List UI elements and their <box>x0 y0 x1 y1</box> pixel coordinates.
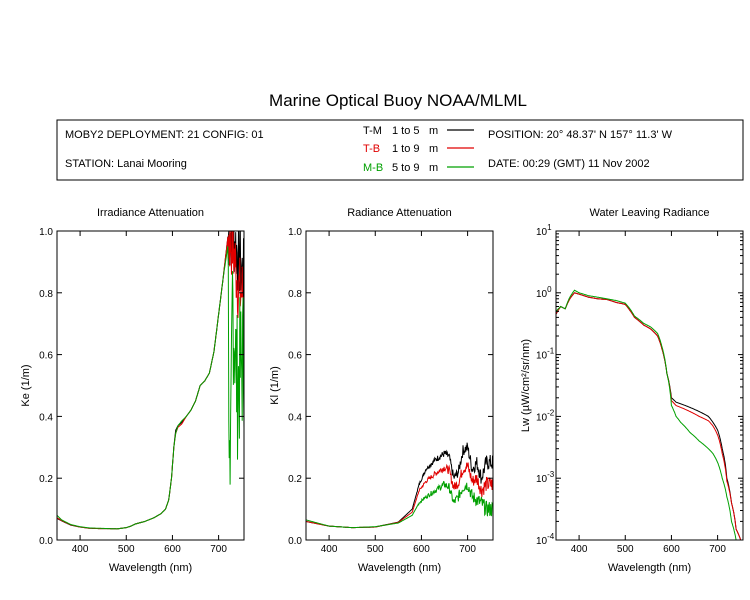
y-tick-label: 0.8 <box>39 289 53 300</box>
date-text: DATE: 00:29 (GMT) 11 Nov 2002 <box>488 158 650 170</box>
y-tick-exp: -2 <box>547 408 555 417</box>
legend-range: 1 to 9 <box>392 143 420 155</box>
plot-frame <box>555 230 744 541</box>
y-tick-base: 10 <box>536 474 548 485</box>
y-tick-label: 0.4 <box>288 412 302 423</box>
chart-panel-1: Irradiance Attenuation 400 500 600 700 Wavele… <box>20 207 245 574</box>
legend: T-M 1 to 5 m T-B 1 to 9 m M-B 5 to 9 m <box>363 125 474 174</box>
legend-range: 5 to 9 <box>392 162 420 174</box>
series-line-t-b <box>556 292 742 540</box>
series-group <box>556 289 742 540</box>
y-tick-label: 0.0 <box>288 536 302 547</box>
plot-frame <box>305 230 494 541</box>
y-tick-label: 101 <box>536 223 552 238</box>
series-line-t-b <box>57 231 244 530</box>
y-axis-label: Lw (µW/cm²/sr/nm) <box>520 339 532 432</box>
figure-title: Marine Optical Buoy NOAA/MLML <box>269 91 527 110</box>
y-tick-label: 1.0 <box>288 227 302 238</box>
series-line-t-m <box>556 292 742 540</box>
panel-title: Radiance Attenuation <box>347 207 452 219</box>
series-group <box>57 231 244 530</box>
x-tick-label: 500 <box>118 544 135 555</box>
y-tick-label: 0.2 <box>288 474 302 485</box>
legend-unit: m <box>429 162 438 174</box>
y-tick-base: 10 <box>536 289 548 300</box>
series-line-m-b <box>556 289 741 540</box>
legend-code: T-M <box>363 125 382 137</box>
legend-unit: m <box>429 125 438 137</box>
y-tick-label: 1.0 <box>39 227 53 238</box>
y-tick-exp: 0 <box>547 285 552 294</box>
y-tick-label: 10-4 <box>536 532 555 547</box>
y-tick-label: 0.0 <box>39 536 53 547</box>
y-axis-label: Kl (1/m) <box>269 366 281 405</box>
y-tick-exp: -1 <box>547 347 555 356</box>
deployment-text: MOBY2 DEPLOYMENT: 21 CONFIG: 01 <box>65 129 264 141</box>
panel-title: Water Leaving Radiance <box>589 207 709 219</box>
y-tick-exp: -3 <box>547 470 555 479</box>
legend-range: 1 to 5 <box>392 125 420 137</box>
chart-panel-3: Water Leaving Radiance 400 500 600 700 Wavele… <box>520 207 744 574</box>
x-tick-label: 700 <box>459 544 476 555</box>
panel-title: Irradiance Attenuation <box>97 207 204 219</box>
x-tick-label: 500 <box>617 544 634 555</box>
plot-frame <box>56 230 245 541</box>
x-axis-label: Wavelength (nm) <box>109 562 192 574</box>
legend-code: M-B <box>363 162 383 174</box>
y-tick-label: 100 <box>536 285 552 300</box>
x-tick-label: 600 <box>413 544 430 555</box>
x-axis-label: Wavelength (nm) <box>608 562 691 574</box>
x-tick-label: 600 <box>164 544 181 555</box>
station-text: STATION: Lanai Mooring <box>65 158 187 170</box>
y-tick-exp: 1 <box>547 223 552 232</box>
position-text: POSITION: 20° 48.37' N 157° 11.3' W <box>488 129 673 141</box>
x-tick-label: 700 <box>210 544 227 555</box>
y-tick-base: 10 <box>536 412 548 423</box>
chart-panel-2: Radiance Attenuation 400 500 600 700 Waveleng… <box>269 207 494 574</box>
x-tick-label: 600 <box>663 544 680 555</box>
x-tick-label: 400 <box>72 544 89 555</box>
info-box-frame <box>56 119 744 181</box>
y-tick-label: 10-1 <box>536 347 555 362</box>
y-tick-base: 10 <box>536 227 548 238</box>
y-tick-label: 0.2 <box>39 474 53 485</box>
x-tick-label: 400 <box>571 544 588 555</box>
x-tick-label: 500 <box>367 544 384 555</box>
legend-entry-t-m: T-M 1 to 5 m <box>363 125 474 137</box>
legend-entry-m-b: M-B 5 to 9 m <box>363 162 474 174</box>
y-tick-label: 0.8 <box>288 289 302 300</box>
legend-entry-t-b: T-B 1 to 9 m <box>363 143 474 155</box>
series-line-t-b <box>306 462 493 529</box>
y-tick-label: 0.4 <box>39 412 53 423</box>
y-tick-label: 0.6 <box>39 351 53 362</box>
y-tick-label: 10-3 <box>536 470 555 485</box>
x-axis-label: Wavelength (nm) <box>358 562 441 574</box>
x-tick-label: 700 <box>709 544 726 555</box>
y-tick-base: 10 <box>536 351 548 362</box>
x-tick-label: 400 <box>321 544 338 555</box>
legend-unit: m <box>429 143 438 155</box>
series-line-t-m <box>306 442 493 529</box>
series-line-m-b <box>306 480 493 529</box>
legend-code: T-B <box>363 143 380 155</box>
y-tick-label: 0.6 <box>288 351 302 362</box>
y-axis-label: Ke (1/m) <box>20 364 32 406</box>
series-line-m-b <box>57 246 244 530</box>
y-tick-base: 10 <box>536 536 548 547</box>
series-line-t-m <box>57 231 244 530</box>
y-tick-exp: -4 <box>547 532 555 541</box>
y-tick-label: 10-2 <box>536 408 555 423</box>
panels: Irradiance Attenuation 400 500 600 700 Wavele… <box>20 207 744 574</box>
info-box: MOBY2 DEPLOYMENT: 21 CONFIG: 01 STATION:… <box>56 119 744 181</box>
series-group <box>306 442 493 529</box>
